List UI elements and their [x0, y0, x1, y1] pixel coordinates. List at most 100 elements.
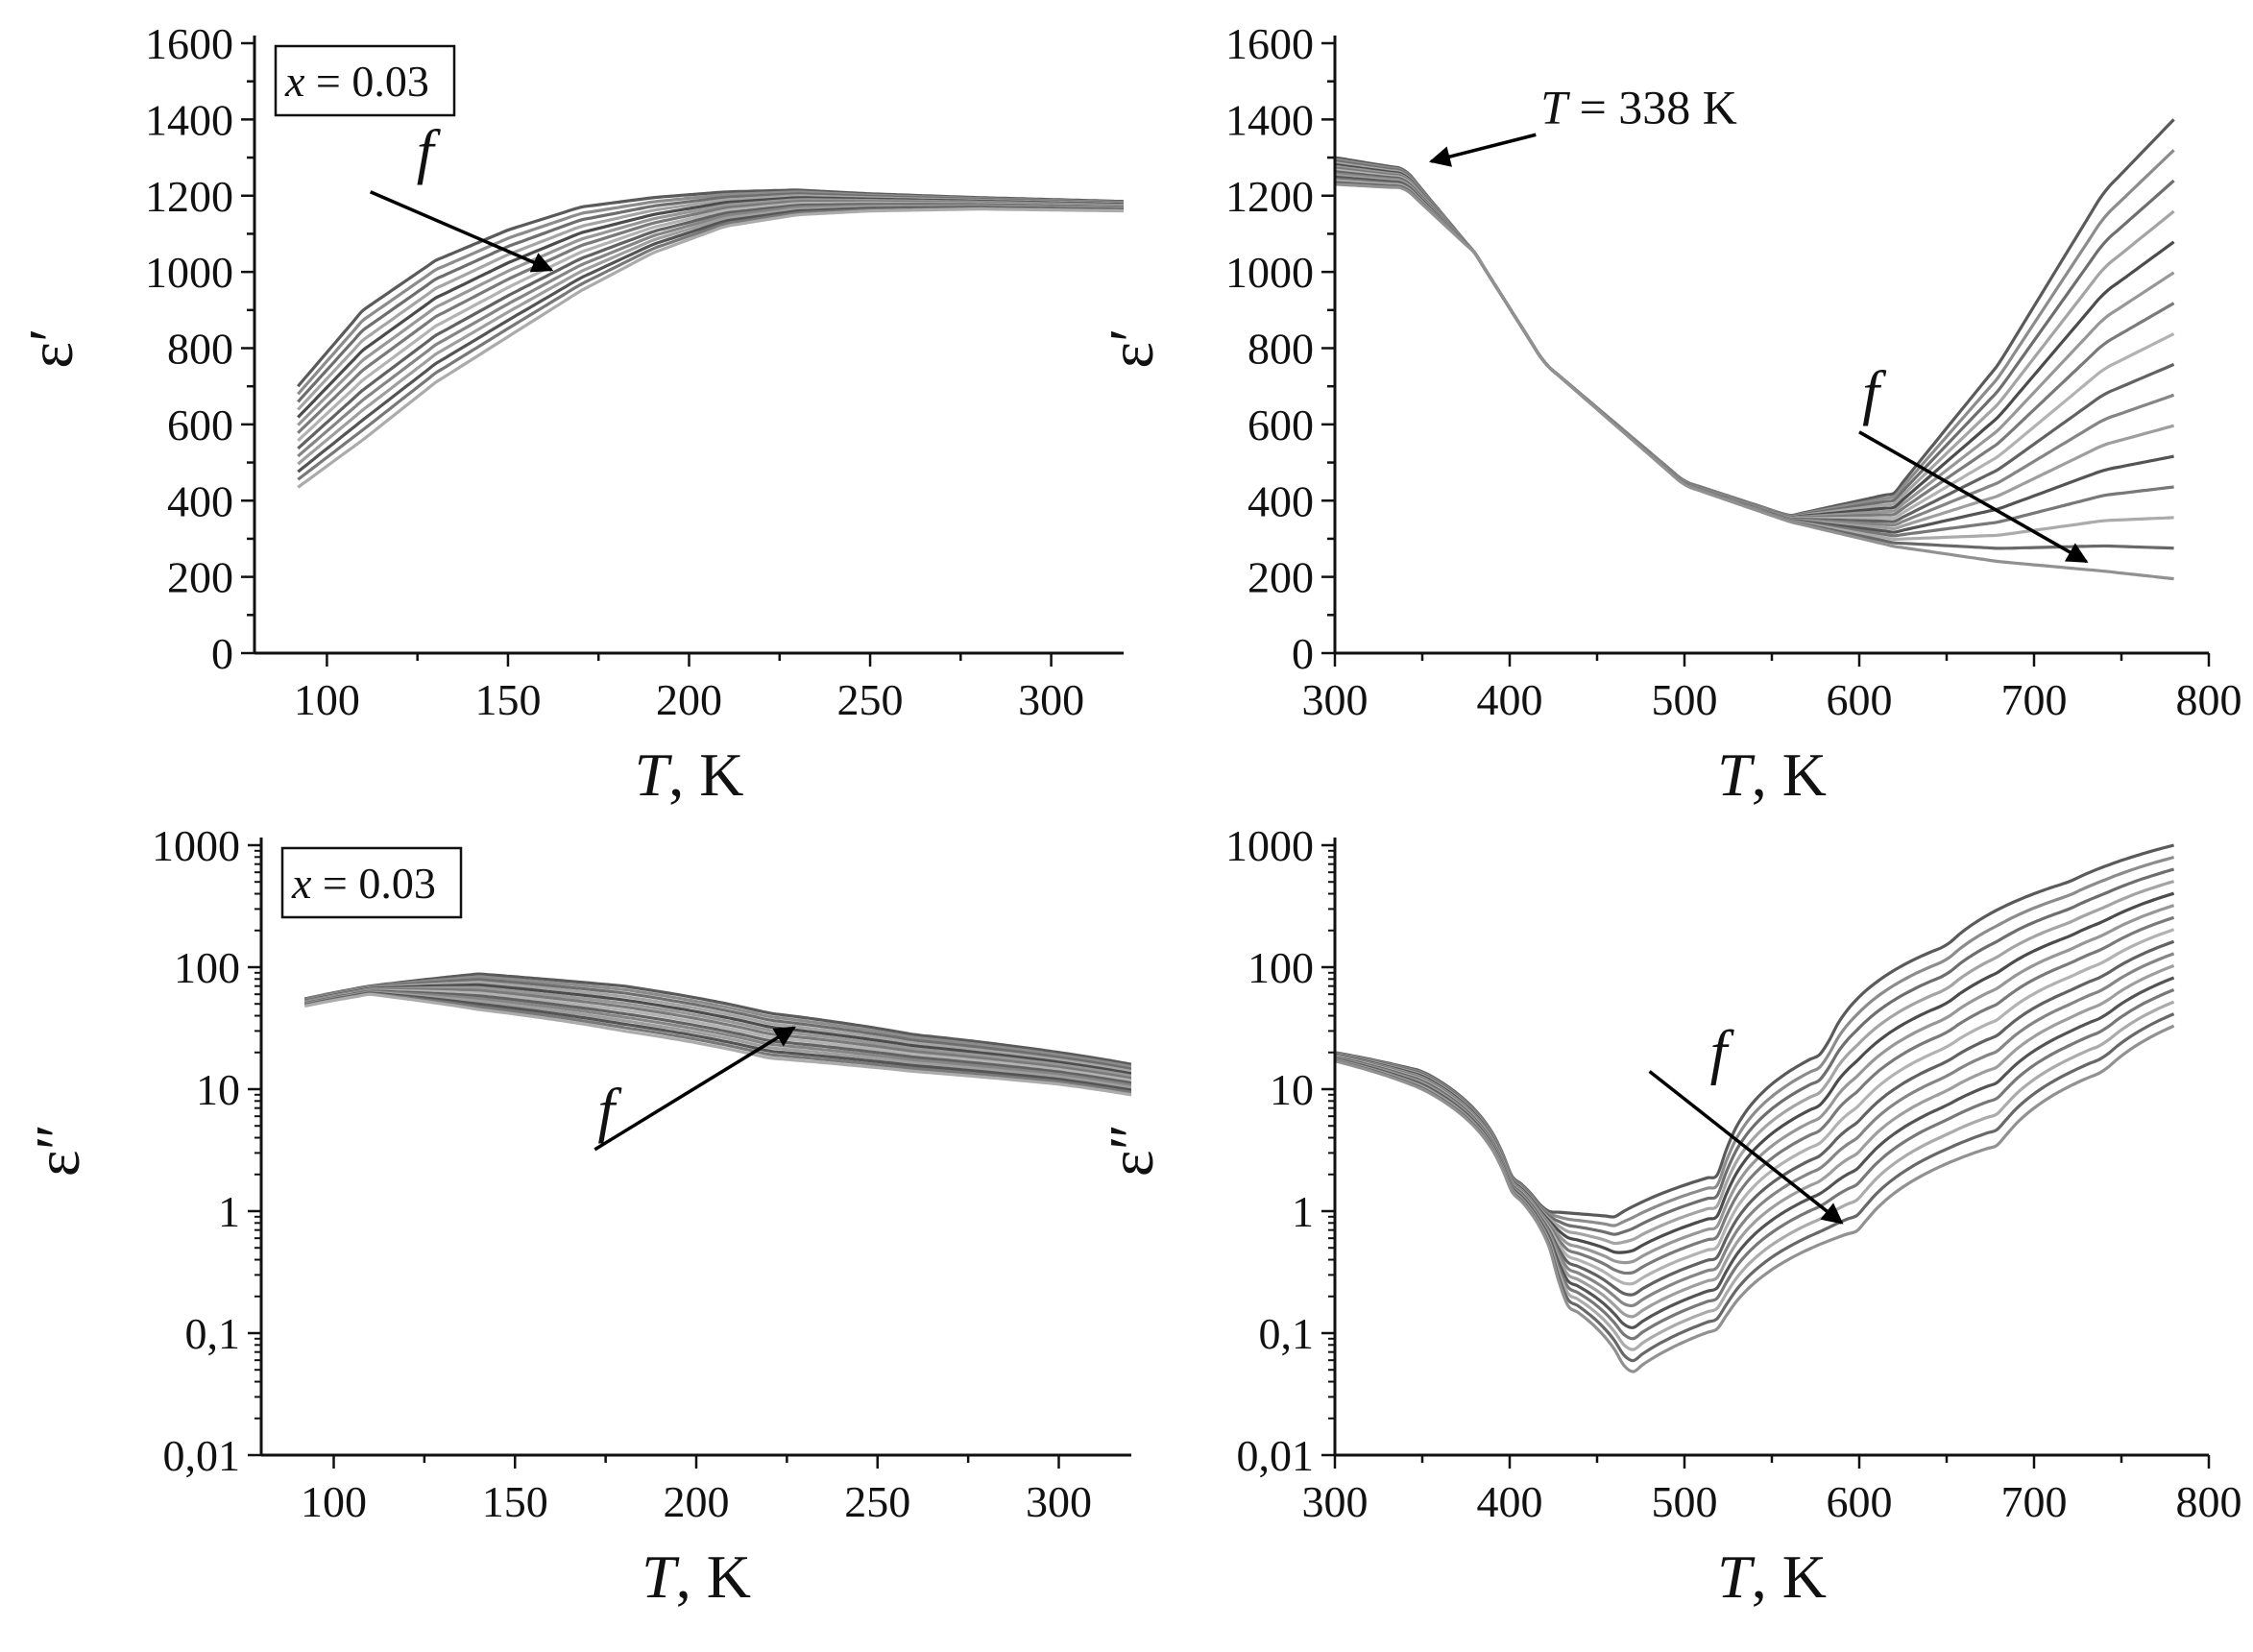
chart-panel-bottom-left: 100 150 200 250 300 0,01 0,1 1 10 100 1000 T, K ε″ x …: [23, 821, 1131, 1611]
y-tick-label: 1: [218, 1187, 240, 1236]
series-line: [1335, 149, 2175, 518]
series-line: [1335, 880, 2175, 1246]
legend-box: [280, 846, 463, 919]
series-line: [303, 975, 1131, 1069]
series-line: [304, 988, 1131, 1082]
y-tick-label: 0,1: [1259, 1309, 1315, 1358]
y-tick-label: 1000: [1225, 248, 1314, 297]
x-tick-label: 800: [2176, 1477, 2242, 1526]
y-tick-label: 100: [174, 943, 240, 992]
series-line: [1335, 867, 2174, 1236]
curves-group: [297, 188, 1124, 489]
x-tick-label: 250: [837, 675, 904, 724]
y-tick-label: 800: [1248, 325, 1314, 374]
y-tick-label: 1400: [145, 95, 233, 144]
x-tick-label: 300: [1302, 1477, 1369, 1526]
series-line: [303, 983, 1131, 1076]
x-tick-label: 200: [656, 675, 722, 724]
series-line: [303, 978, 1131, 1071]
series-line: [1335, 182, 2174, 581]
series-line: [304, 987, 1131, 1081]
y-tick-label: 400: [1248, 476, 1314, 525]
series-line: [297, 207, 1124, 489]
x-tick-label: 100: [294, 675, 360, 724]
series-line: [1335, 118, 2175, 518]
chart-panel-bottom-right: 300 400 500 600 700 800 0,01 0,1 1 10 100 1000 T, K ε…: [1097, 821, 2242, 1611]
y-tick-label: 1000: [152, 821, 240, 870]
curves-group: [1335, 843, 2175, 1373]
x-tick-label: 500: [1652, 675, 1718, 724]
x-axis-title: T, K: [635, 741, 744, 809]
series-line: [297, 201, 1124, 442]
x-tick-label: 250: [844, 1477, 910, 1526]
annotation-arrow: [1648, 1070, 1844, 1225]
legend-text: x = 0.03: [284, 57, 429, 106]
x-tick-label: 800: [2176, 675, 2242, 724]
series-line: [297, 206, 1124, 481]
y-tick-label: 200: [1248, 553, 1314, 602]
frequency-arrow-label: f: [1862, 358, 1887, 426]
y-tick-label: 0,01: [163, 1431, 241, 1480]
series-line: [1335, 963, 2175, 1319]
y-tick-label: 0,01: [1237, 1431, 1315, 1480]
y-tick-label: 0,1: [185, 1309, 241, 1358]
series-line: [1335, 1024, 2175, 1373]
y-axis-title: ε″: [1097, 1124, 1167, 1177]
y-tick-label: 1200: [145, 172, 233, 221]
series-line: [1335, 175, 2174, 534]
y-axis-title: ε′: [1097, 328, 1167, 368]
y-tick-label: 10: [1270, 1065, 1314, 1114]
series-line: [303, 972, 1131, 1066]
x-tick-label: 300: [1302, 675, 1369, 724]
y-tick-label: 0: [1292, 629, 1314, 678]
frequency-arrow-label: f: [417, 117, 442, 185]
x-tick-label: 500: [1652, 1477, 1718, 1526]
series-line: [303, 980, 1131, 1073]
series-line: [297, 198, 1124, 426]
y-tick-label: 100: [1248, 943, 1314, 992]
y-tick-label: 1600: [1225, 19, 1314, 68]
y-tick-label: 800: [167, 325, 233, 374]
series-line: [304, 990, 1131, 1090]
annotation-arrow: [1858, 430, 2089, 564]
chart-panel-top-left: 100 150 200 250 300 0 200 400 600 800 1000 1200 1400…: [16, 19, 1124, 809]
x-axis-title: T, K: [1717, 741, 1827, 809]
x-axis-title: T, K: [642, 1543, 751, 1611]
frequency-arrow-label: f: [1710, 1017, 1735, 1085]
series-line: [1335, 952, 2175, 1308]
y-tick-label: 600: [1248, 401, 1314, 449]
series-line: [304, 992, 1131, 1097]
curves-group: [1335, 118, 2175, 581]
y-tick-label: 1000: [145, 248, 233, 297]
annotation-arrow: [1428, 133, 1537, 167]
x-tick-label: 200: [664, 1477, 730, 1526]
series-line: [1335, 174, 2174, 531]
y-tick-label: 200: [167, 553, 233, 602]
x-tick-label: 600: [1827, 1477, 1893, 1526]
series-line: [303, 990, 1131, 1087]
y-tick-label: 400: [167, 476, 233, 525]
y-axis-title: ε′: [16, 328, 86, 368]
series-line: [1335, 939, 2175, 1297]
chart-panel-top-right: 300 400 500 600 700 800 0 200 400 600 800 1000 1200 1…: [1097, 19, 2242, 809]
series-line: [304, 991, 1131, 1092]
y-tick-label: 1: [1292, 1187, 1314, 1236]
series-line: [304, 992, 1131, 1094]
series-line: [1335, 170, 2175, 523]
y-axis-title: ε″: [23, 1124, 93, 1177]
x-tick-label: 700: [2001, 675, 2068, 724]
x-tick-label: 600: [1827, 675, 1893, 724]
temperature-annotation: T = 338 K: [1540, 80, 1737, 134]
y-tick-label: 1200: [1225, 172, 1314, 221]
legend-box: [274, 44, 456, 117]
curves-group: [303, 972, 1131, 1097]
annotation-arrow: [369, 190, 554, 273]
series-line: [303, 985, 1131, 1078]
x-axis-title: T, K: [1717, 1543, 1827, 1611]
series-line: [1335, 168, 2175, 521]
y-tick-label: 1000: [1225, 821, 1314, 870]
x-tick-label: 150: [482, 1477, 548, 1526]
series-line: [1335, 161, 2175, 519]
series-line: [297, 206, 1124, 474]
